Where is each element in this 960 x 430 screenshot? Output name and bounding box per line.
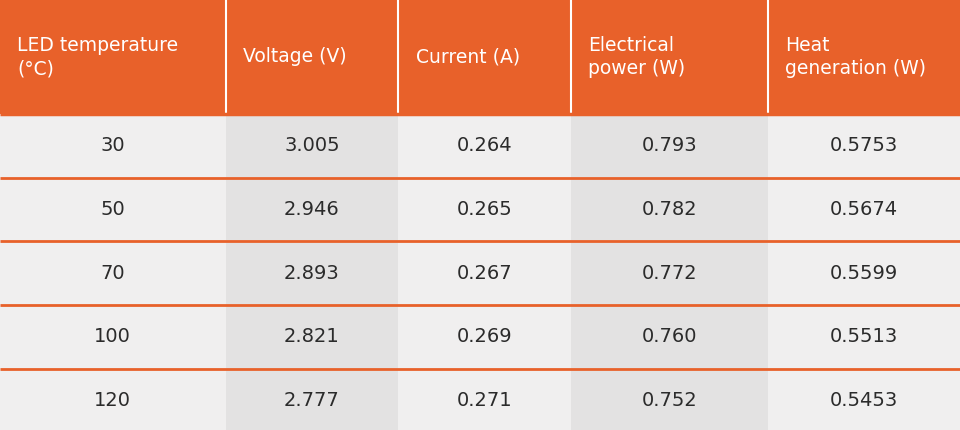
Text: 0.5674: 0.5674 (830, 200, 898, 219)
Bar (768, 369, 960, 430)
Bar (226, 241, 398, 305)
Text: Current (A): Current (A) (416, 47, 519, 67)
Bar (571, 178, 768, 241)
Text: 0.5513: 0.5513 (829, 327, 899, 346)
Bar (0, 241, 226, 305)
Text: 0.267: 0.267 (457, 264, 513, 283)
Bar (0, 305, 226, 369)
Text: 0.782: 0.782 (642, 200, 697, 219)
Bar (398, 241, 571, 305)
Text: Voltage (V): Voltage (V) (243, 47, 347, 67)
Text: 0.793: 0.793 (642, 136, 697, 155)
Bar (0, 114, 226, 178)
Text: Electrical
power (W): Electrical power (W) (588, 36, 685, 78)
Bar (226, 114, 398, 178)
Bar (226, 369, 398, 430)
Bar (768, 178, 960, 241)
Text: 0.5753: 0.5753 (829, 136, 899, 155)
Text: 3.005: 3.005 (284, 136, 340, 155)
Bar (768, 305, 960, 369)
Bar (768, 114, 960, 178)
Text: 0.264: 0.264 (457, 136, 513, 155)
Text: 0.271: 0.271 (457, 391, 513, 410)
Text: 2.777: 2.777 (284, 391, 340, 410)
Text: 2.946: 2.946 (284, 200, 340, 219)
Text: 0.5599: 0.5599 (829, 264, 899, 283)
Text: 50: 50 (101, 200, 125, 219)
Text: LED temperature
(°C): LED temperature (°C) (17, 36, 179, 78)
Bar (571, 369, 768, 430)
Bar (768, 241, 960, 305)
Text: 2.821: 2.821 (284, 327, 340, 346)
Text: 2.893: 2.893 (284, 264, 340, 283)
Bar (226, 305, 398, 369)
Text: 0.772: 0.772 (642, 264, 697, 283)
Bar (398, 305, 571, 369)
Text: 100: 100 (94, 327, 132, 346)
Text: 120: 120 (94, 391, 132, 410)
Text: 0.269: 0.269 (457, 327, 513, 346)
Text: 0.752: 0.752 (641, 391, 698, 410)
Text: 0.265: 0.265 (457, 200, 513, 219)
Bar (226, 178, 398, 241)
Bar (0, 369, 226, 430)
Bar (398, 369, 571, 430)
Text: Heat
generation (W): Heat generation (W) (785, 36, 926, 78)
Bar (571, 241, 768, 305)
Text: 70: 70 (101, 264, 125, 283)
Text: 0.5453: 0.5453 (829, 391, 899, 410)
Text: 30: 30 (101, 136, 125, 155)
Text: 0.760: 0.760 (642, 327, 697, 346)
Bar (0, 178, 226, 241)
Bar (398, 178, 571, 241)
Bar (571, 114, 768, 178)
Bar (398, 114, 571, 178)
Bar (571, 305, 768, 369)
Bar (0, 0, 960, 114)
